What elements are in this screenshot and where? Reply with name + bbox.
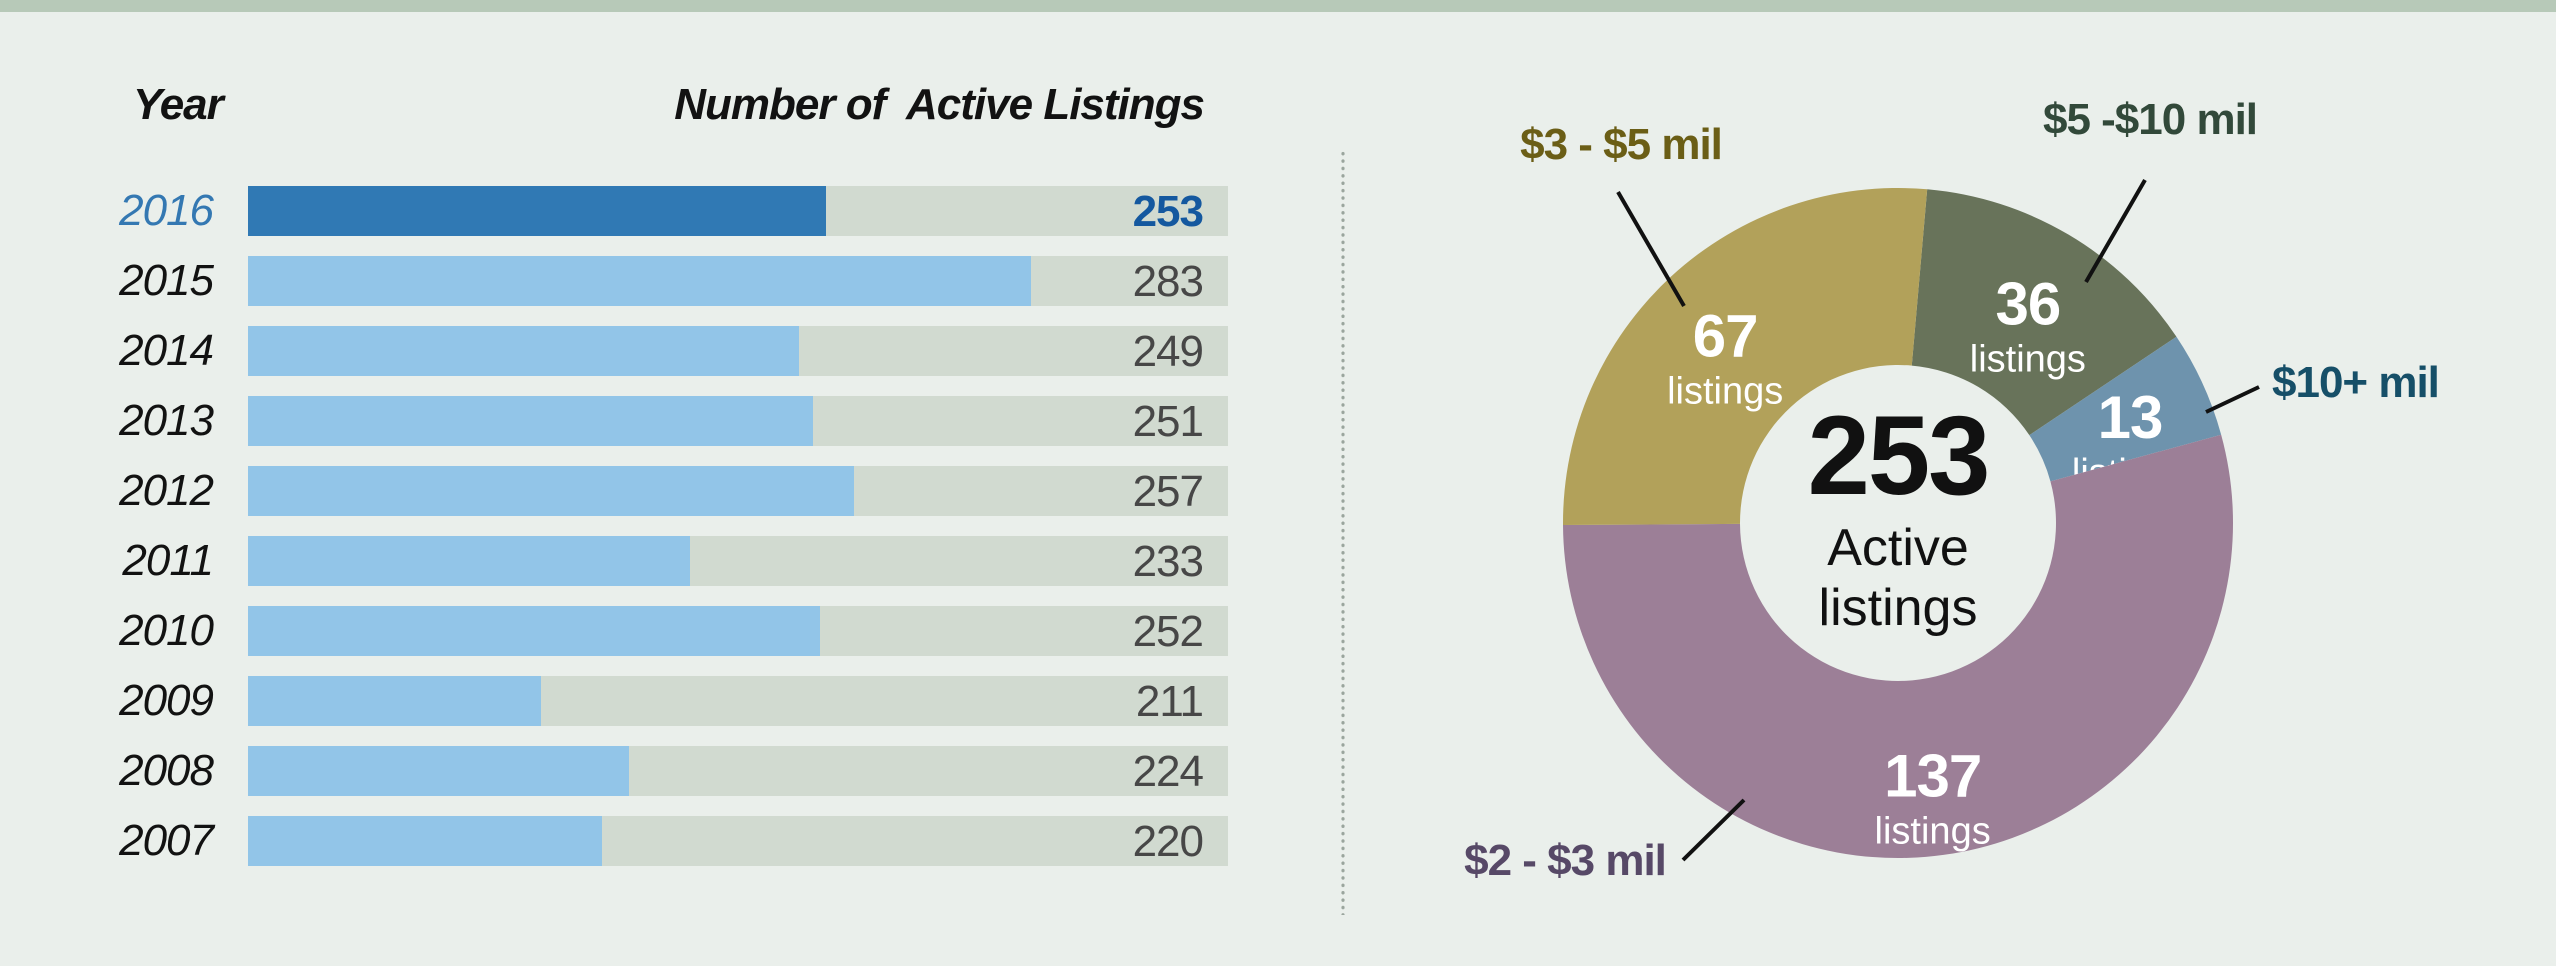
bar-fill (248, 746, 630, 796)
year-label: 2016 (119, 186, 214, 235)
bar-track (248, 326, 1228, 376)
bar-track (248, 676, 1228, 726)
bar-row: 2015 283 (0, 256, 2556, 306)
price-range-label-2-3mil: $2 - $3 mil (1464, 836, 1667, 885)
bar-fill (248, 676, 541, 726)
donut-center-text: 253 Active listings (1698, 400, 2098, 638)
bar-fill (248, 466, 854, 516)
value-label: 233 (1132, 537, 1204, 586)
bar-track (248, 466, 1228, 516)
value-label: 253 (1132, 187, 1204, 236)
bar-row: 2013 251 (0, 396, 2556, 446)
year-label: 2008 (119, 746, 214, 795)
bar-track (248, 816, 1228, 866)
value-label: 251 (1132, 397, 1204, 446)
bar-fill (248, 256, 1031, 306)
listings-column-header: Number of Active Listings (674, 80, 1205, 129)
value-label: 283 (1132, 257, 1204, 306)
value-label: 249 (1132, 327, 1204, 376)
bar-fill (248, 326, 800, 376)
dotted-divider (1341, 150, 1345, 915)
price-range-label-10plus-mil: $10+ mil (2272, 358, 2440, 407)
bar-track (248, 606, 1228, 656)
year-label: 2013 (119, 396, 214, 445)
value-label: 257 (1132, 467, 1204, 516)
year-label: 2011 (122, 536, 214, 585)
year-label: 2012 (119, 466, 214, 515)
value-label: 224 (1132, 747, 1204, 796)
bar-row: 2012 257 (0, 466, 2556, 516)
bar-track (248, 256, 1228, 306)
value-label: 211 (1135, 677, 1204, 726)
year-label: 2015 (119, 256, 214, 305)
bar-track (248, 186, 1228, 236)
bar-row: 2011 233 (0, 536, 2556, 586)
donut-center-label: Active listings (1818, 519, 1978, 637)
bar-fill (248, 816, 602, 866)
top-accent-strip (0, 0, 2556, 12)
year-label: 2014 (119, 326, 214, 375)
bar-fill (248, 606, 820, 656)
year-column-header: Year (133, 80, 224, 129)
value-label: 220 (1132, 817, 1204, 866)
year-label: 2009 (119, 676, 214, 725)
year-label: 2010 (119, 606, 214, 655)
price-range-label-5-10mil: $5 -$10 mil (2042, 95, 2258, 144)
bar-fill (248, 536, 691, 586)
bar-track (248, 396, 1228, 446)
bar-fill (248, 396, 813, 446)
bar-track (248, 536, 1228, 586)
value-label: 252 (1132, 607, 1204, 656)
bar-row: 2010 252 (0, 606, 2556, 656)
bar-row: 2014 249 (0, 326, 2556, 376)
bar-fill (248, 186, 827, 236)
donut-center-value: 253 (1807, 393, 1991, 518)
bar-row: 2009 211 (0, 676, 2556, 726)
price-range-label-3-5mil: $3 - $5 mil (1520, 120, 1723, 169)
bar-row: 2007 220 (0, 816, 2556, 866)
year-label: 2007 (119, 816, 214, 865)
bar-row: 2008 224 (0, 746, 2556, 796)
bar-row: 2016 253 (0, 186, 2556, 236)
bar-track (248, 746, 1228, 796)
